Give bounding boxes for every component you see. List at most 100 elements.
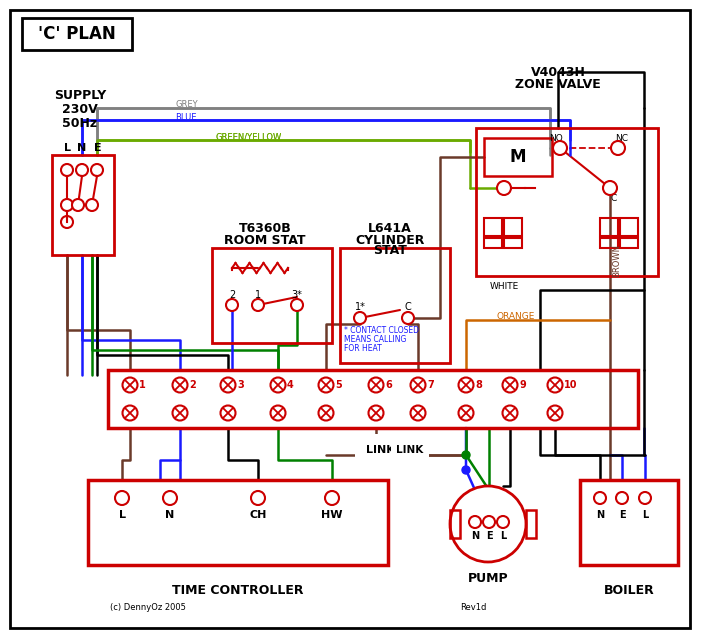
Bar — [484, 138, 552, 176]
Text: 2: 2 — [189, 380, 196, 390]
Text: 1: 1 — [255, 290, 261, 300]
Text: L: L — [500, 531, 506, 541]
Circle shape — [402, 312, 414, 324]
Text: L641A: L641A — [368, 222, 412, 235]
Bar — [484, 218, 502, 236]
Bar — [88, 480, 388, 565]
Circle shape — [115, 491, 129, 505]
Circle shape — [503, 406, 517, 420]
Text: E: E — [618, 510, 625, 520]
Text: 1*: 1* — [355, 302, 366, 312]
Circle shape — [462, 451, 470, 459]
Circle shape — [123, 378, 138, 392]
Circle shape — [220, 378, 235, 392]
Circle shape — [319, 406, 333, 420]
Circle shape — [325, 491, 339, 505]
Text: FOR HEAT: FOR HEAT — [344, 344, 382, 353]
Circle shape — [616, 492, 628, 504]
Circle shape — [503, 378, 517, 392]
Bar — [526, 510, 536, 538]
Text: T6360B: T6360B — [239, 222, 291, 235]
Circle shape — [369, 406, 383, 420]
Circle shape — [270, 378, 286, 392]
Bar — [450, 510, 460, 538]
Bar — [504, 218, 522, 236]
Bar — [600, 238, 618, 248]
Text: GREEN/YELLOW: GREEN/YELLOW — [215, 133, 282, 142]
Circle shape — [497, 516, 509, 528]
Circle shape — [91, 164, 103, 176]
Bar — [476, 128, 658, 276]
Text: V4043H: V4043H — [531, 65, 585, 78]
Text: C: C — [404, 302, 411, 312]
Text: 6: 6 — [385, 380, 392, 390]
Circle shape — [603, 181, 617, 195]
Circle shape — [594, 492, 606, 504]
Text: MEANS CALLING: MEANS CALLING — [344, 335, 406, 344]
Circle shape — [61, 216, 73, 228]
Text: WHITE: WHITE — [490, 281, 519, 290]
Circle shape — [548, 378, 562, 392]
Text: 5: 5 — [335, 380, 342, 390]
Circle shape — [291, 299, 303, 311]
Circle shape — [173, 378, 187, 392]
Circle shape — [226, 299, 238, 311]
Circle shape — [553, 141, 567, 155]
Circle shape — [462, 466, 470, 474]
Circle shape — [72, 199, 84, 211]
Circle shape — [76, 164, 88, 176]
Circle shape — [270, 406, 286, 420]
Text: 50Hz: 50Hz — [62, 117, 98, 129]
Bar — [212, 248, 332, 343]
Text: N: N — [471, 531, 479, 541]
Text: (c) DennyOz 2005: (c) DennyOz 2005 — [110, 603, 186, 612]
Text: N: N — [77, 143, 86, 153]
Text: BLUE: BLUE — [175, 113, 197, 122]
Circle shape — [220, 406, 235, 420]
Circle shape — [450, 486, 526, 562]
Bar — [108, 370, 638, 428]
Circle shape — [411, 406, 425, 420]
Bar — [620, 218, 638, 236]
Bar — [580, 480, 678, 565]
Text: ROOM STAT: ROOM STAT — [224, 233, 306, 247]
Text: N: N — [166, 510, 175, 520]
Text: 2: 2 — [229, 290, 235, 300]
Bar — [620, 238, 638, 248]
Circle shape — [639, 492, 651, 504]
Circle shape — [251, 491, 265, 505]
Text: NO: NO — [549, 133, 563, 142]
Text: ORANGE: ORANGE — [496, 312, 534, 320]
Text: LINK: LINK — [366, 445, 395, 455]
Text: STAT: STAT — [373, 244, 407, 256]
Text: * CONTACT CLOSED: * CONTACT CLOSED — [344, 326, 419, 335]
Circle shape — [458, 378, 474, 392]
Text: Rev1d: Rev1d — [460, 603, 486, 612]
Text: L: L — [642, 510, 648, 520]
Circle shape — [548, 406, 562, 420]
Text: GREEN/YELLOW: GREEN/YELLOW — [215, 133, 282, 142]
Text: E: E — [486, 531, 492, 541]
Bar — [52, 155, 114, 255]
Bar — [340, 248, 450, 363]
Circle shape — [173, 406, 187, 420]
Circle shape — [163, 491, 177, 505]
Text: M: M — [510, 148, 526, 166]
Text: 1: 1 — [139, 380, 146, 390]
Text: E: E — [94, 143, 102, 153]
Text: GREY: GREY — [175, 99, 198, 108]
Text: 9: 9 — [519, 380, 526, 390]
Text: N: N — [596, 510, 604, 520]
Text: 10: 10 — [564, 380, 578, 390]
Text: BROWN: BROWN — [612, 244, 621, 276]
Text: 7: 7 — [427, 380, 434, 390]
Text: NC: NC — [616, 133, 628, 142]
Circle shape — [497, 181, 511, 195]
Circle shape — [252, 299, 264, 311]
Bar — [504, 238, 522, 248]
Text: ZONE VALVE: ZONE VALVE — [515, 78, 601, 90]
Circle shape — [61, 199, 73, 211]
Text: SUPPLY: SUPPLY — [54, 88, 106, 101]
Bar — [484, 238, 502, 248]
Text: 8: 8 — [475, 380, 482, 390]
